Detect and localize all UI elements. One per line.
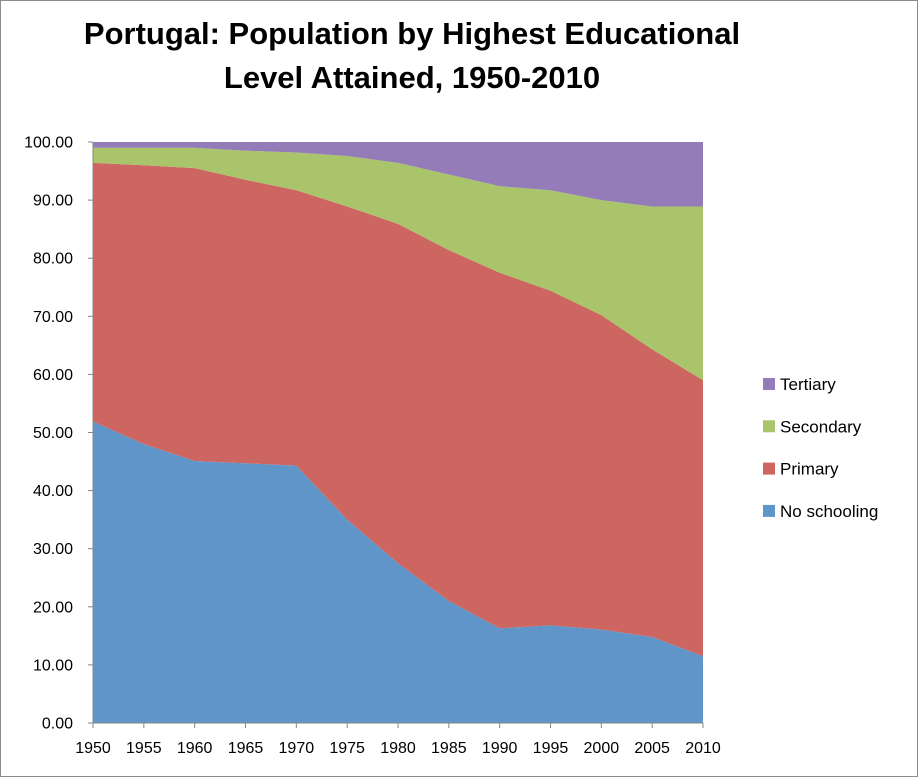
- x-tick-label: 1985: [431, 740, 467, 757]
- x-tick-label: 1980: [380, 740, 416, 757]
- chart-title-line-2: Level Attained, 1950-2010: [223, 60, 601, 95]
- y-tick-label: 50.00: [33, 425, 73, 442]
- area-primary: [93, 162, 703, 657]
- y-axis-ticks: 0.00 10.00 20.00 30.00 40.00 50.00 60.00 70.00 8…: [24, 135, 93, 733]
- legend-label: No schooling: [780, 502, 878, 521]
- y-tick-label: 100.00: [24, 135, 73, 152]
- legend-swatch: [763, 378, 775, 390]
- area-layers: [93, 142, 703, 723]
- legend-label: Primary: [780, 460, 839, 479]
- area-tertiary: [93, 142, 703, 207]
- x-tick-label: 1955: [126, 740, 162, 757]
- y-tick-label: 10.00: [33, 657, 73, 674]
- area-secondary: [93, 147, 703, 381]
- x-tick-label: 1995: [533, 740, 569, 757]
- legend-item-primary: Primary: [763, 460, 839, 479]
- legend-swatch: [763, 420, 775, 433]
- legend-swatch: [763, 462, 775, 475]
- x-tick-label: 1960: [177, 740, 213, 757]
- x-tick-label: 1975: [329, 740, 365, 757]
- x-tick-label: 1990: [482, 740, 518, 757]
- y-tick-label: 60.00: [33, 367, 73, 384]
- chart-title: Portugal: Population by Highest Educatio…: [0, 12, 824, 100]
- legend-item-secondary: Secondary: [763, 417, 862, 436]
- x-tick-label: 1950: [75, 740, 111, 757]
- y-tick-label: 90.00: [33, 193, 73, 210]
- legend-item-tertiary: Tertiary: [763, 375, 836, 394]
- x-tick-label: 2010: [685, 740, 721, 757]
- y-tick-label: 30.00: [33, 541, 73, 558]
- legend-label: Secondary: [780, 417, 862, 436]
- x-tick-label: 2005: [634, 740, 670, 757]
- area-no-schooling: [93, 421, 703, 723]
- legend-swatch: [763, 504, 775, 517]
- x-axis-ticks: 1950 1955 1960 1965 1970 1975 1980 1985 1990 1995…: [75, 723, 721, 757]
- x-tick-label: 1965: [228, 740, 264, 757]
- y-tick-label: 0.00: [42, 716, 73, 733]
- chart-title-line-1: Portugal: Population by Highest Educatio…: [83, 16, 741, 51]
- legend-label: Tertiary: [780, 375, 836, 394]
- y-tick-label: 70.00: [33, 309, 73, 326]
- x-tick-label: 1970: [279, 740, 315, 757]
- y-tick-label: 20.00: [33, 599, 73, 616]
- y-tick-label: 80.00: [33, 251, 73, 268]
- legend: Tertiary Secondary Primary No schooling: [763, 375, 878, 521]
- y-tick-label: 40.00: [33, 483, 73, 500]
- legend-item-no-schooling: No schooling: [763, 502, 878, 521]
- x-tick-label: 2000: [584, 740, 620, 757]
